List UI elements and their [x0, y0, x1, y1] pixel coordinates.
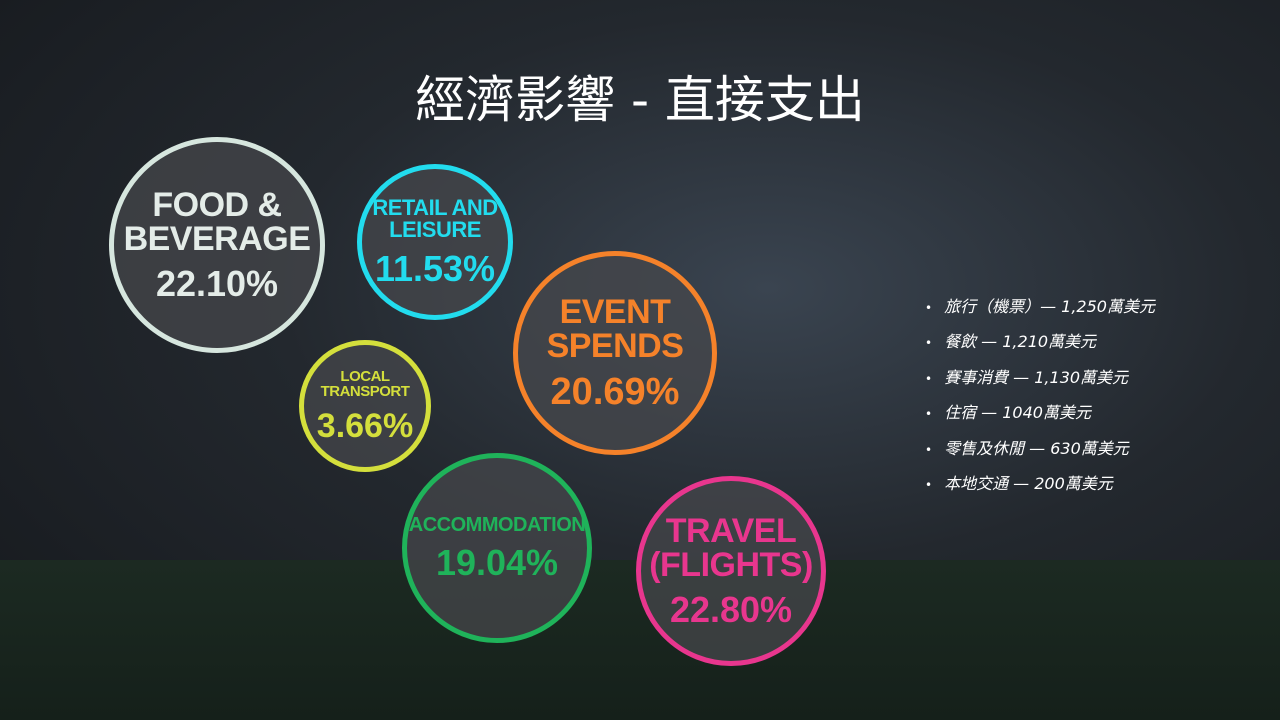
bullet-item: 零售及休閒 — 630萬美元 — [925, 432, 1155, 467]
bubble: FOOD & BEVERAGE 22.10% — [109, 137, 325, 353]
bullet-item: 賽事消費 — 1,130萬美元 — [925, 361, 1155, 396]
bubble-percent: 11.53% — [374, 248, 496, 289]
bubble-label: SPENDS — [546, 327, 684, 365]
bubble: RETAIL AND LEISURE 11.53% — [357, 164, 513, 320]
bubble-percent: 3.66% — [316, 407, 414, 445]
bubble-label: FOOD & — [152, 186, 282, 224]
bubble-label: BEVERAGE — [123, 220, 311, 258]
bubble-label: LEISURE — [389, 217, 481, 242]
bubble: TRAVEL (FLIGHTS) 22.80% — [636, 476, 826, 666]
bubble-percent: 22.80% — [669, 589, 793, 630]
bubble-label: LOCAL — [340, 368, 390, 385]
bullet-item: 住宿 — 1040萬美元 — [925, 396, 1155, 431]
bullet-list: 旅行（機票）— 1,250萬美元餐飲 — 1,210萬美元賽事消費 — 1,13… — [925, 290, 1155, 502]
bubble: ACCOMMODATION 19.04% — [402, 453, 592, 643]
bubble-percent: 20.69% — [550, 371, 680, 413]
bubble-label: RETAIL AND — [372, 195, 498, 220]
bubble-label: (FLIGHTS) — [649, 546, 813, 584]
bullet-item: 本地交通 — 200萬美元 — [925, 467, 1155, 502]
bubble-label: TRAVEL — [665, 512, 797, 550]
bubble-label: TRANSPORT — [320, 383, 410, 400]
bullet-item: 餐飲 — 1,210萬美元 — [925, 325, 1155, 360]
bubble: LOCAL TRANSPORT 3.66% — [299, 340, 431, 472]
slide-title: 經濟影響 - 直接支出 — [415, 71, 865, 129]
bubble-percent: 19.04% — [435, 542, 559, 583]
bullet-item: 旅行（機票）— 1,250萬美元 — [925, 290, 1155, 325]
bubble: EVENT SPENDS 20.69% — [513, 251, 717, 455]
bubble-label: ACCOMMODATION — [408, 514, 586, 536]
bubble-label: EVENT — [559, 293, 671, 331]
bubble-percent: 22.10% — [155, 263, 279, 304]
